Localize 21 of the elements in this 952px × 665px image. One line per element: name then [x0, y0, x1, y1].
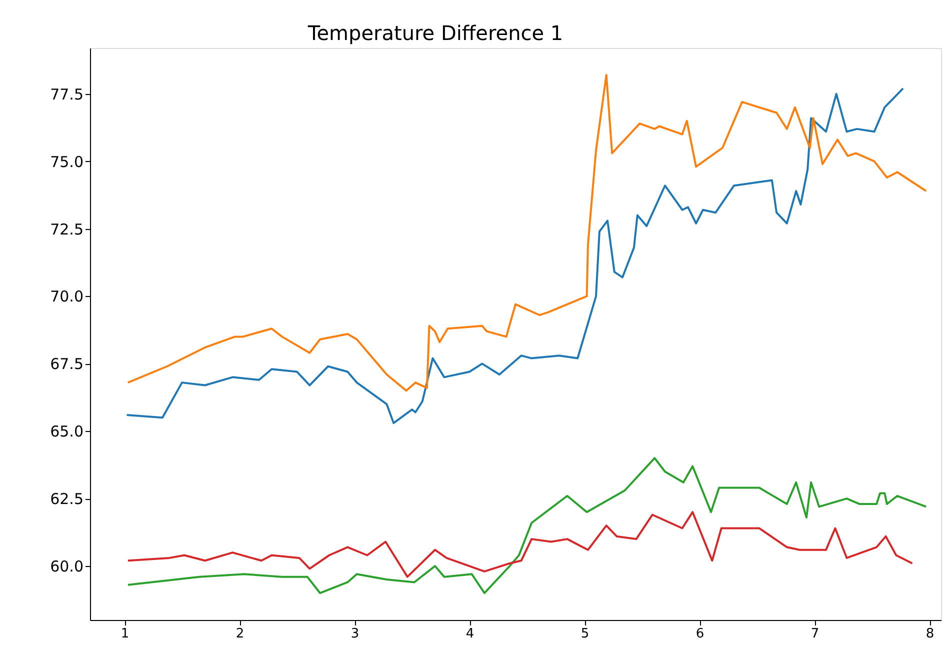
y-tick-label: 65.0 — [50, 422, 84, 441]
x-tick-label: 6 — [696, 626, 704, 642]
x-tick-label: 2 — [236, 626, 244, 642]
y-tick-label: 60.0 — [50, 558, 84, 576]
line-series — [126, 74, 928, 392]
y-tick-label: 70.0 — [50, 288, 84, 306]
chart-title: Temperature Difference 1 — [306, 21, 564, 45]
line-series — [126, 87, 904, 424]
y-tick-label: 67.5 — [50, 355, 84, 374]
x-tick-label: 7 — [810, 626, 820, 642]
y-tick-label: 62.5 — [50, 490, 84, 508]
y-tick-label: 72.5 — [50, 220, 84, 238]
x-tick-label: 8 — [926, 626, 934, 642]
x-tick-label: 5 — [580, 626, 590, 642]
line-series — [126, 457, 928, 594]
y-tick-label: 77.5 — [50, 85, 84, 104]
x-tick-label: 4 — [466, 626, 474, 642]
y-tick-label: 75.0 — [50, 152, 84, 171]
x-tick-label: 1 — [120, 626, 130, 642]
line-series — [126, 511, 914, 578]
x-tick-label: 3 — [350, 626, 360, 642]
